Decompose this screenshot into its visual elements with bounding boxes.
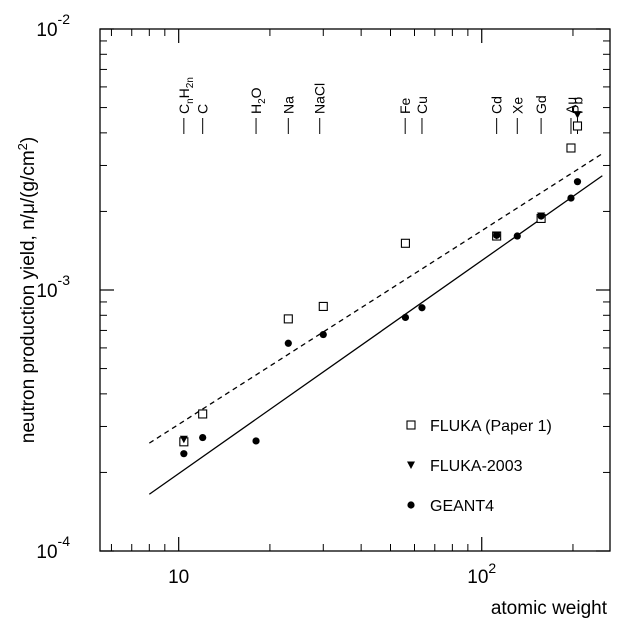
y-tick-base: 10 — [36, 542, 57, 563]
filled-circle-point — [537, 212, 545, 220]
material-name-main: Cu — [414, 96, 430, 114]
material-label-nacl: NaCl — [312, 83, 328, 134]
material-label-cd: Cd — [489, 96, 505, 134]
material-name-mid: H — [176, 88, 192, 98]
material-name-main: Xe — [509, 97, 525, 114]
y-axis-title-exp: 2 — [15, 143, 30, 150]
material-name-main: Pb — [569, 97, 585, 114]
material-label-gd: Gd — [533, 95, 549, 134]
material-label-au: Au — [563, 97, 579, 134]
material-label-xe: Xe — [509, 97, 525, 134]
legend-label: GEANT4 — [430, 498, 494, 515]
series-filled-circle — [180, 178, 582, 458]
material-name: Xe — [509, 97, 525, 114]
material-name-main: Cd — [489, 96, 505, 114]
material-label-na: Na — [280, 96, 296, 134]
filled-circle-point — [513, 232, 521, 240]
y-tick-base: 10 — [36, 281, 57, 302]
material-name-main: Au — [563, 97, 579, 114]
material-name-main: Fe — [397, 97, 413, 114]
material-name: NaCl — [312, 83, 328, 114]
material-name: Cu — [414, 96, 430, 114]
filled-circle-point — [252, 437, 260, 445]
material-name-main: C — [176, 104, 192, 114]
material-name-sub: 2 — [257, 98, 268, 104]
series-filled-triangle-down — [179, 111, 582, 444]
material-name: H2O — [248, 87, 268, 114]
x-axis-title: atomic weight — [491, 598, 608, 619]
material-name-main: Gd — [533, 95, 549, 114]
legend-label: FLUKA-2003 — [430, 458, 523, 475]
legend: FLUKA (Paper 1) FLUKA-2003 GEANT4 — [406, 418, 552, 515]
y-tick-base: 10 — [36, 20, 57, 41]
y-axis-title-main: neutron production yield, n/μ/(g/cm — [18, 150, 39, 443]
filled-triangle-down-point — [573, 111, 582, 119]
legend-label: FLUKA (Paper 1) — [430, 418, 552, 435]
dashed-fit-line — [148, 153, 603, 444]
series-open-square — [179, 121, 583, 447]
y-tick-exp: -2 — [58, 11, 71, 27]
material-label-cu: Cu — [414, 96, 430, 134]
material-label-h: H2O — [248, 87, 268, 134]
legend-marker-filled-triangle-down — [407, 461, 415, 469]
material-name: C — [195, 104, 211, 114]
filled-circle-point — [573, 178, 582, 186]
material-name-sub: n — [185, 98, 196, 104]
x-tick-exp: 2 — [488, 560, 496, 576]
filled-circle-point — [567, 194, 575, 202]
x-tick-label: 10 — [168, 567, 189, 588]
filled-circle-point — [319, 330, 327, 339]
material-name: CnH2n — [176, 77, 196, 114]
open-square-point — [318, 301, 328, 311]
material-name-main: NaCl — [312, 83, 328, 114]
material-name: Fe — [397, 97, 413, 114]
x-tick-base: 10 — [467, 567, 488, 588]
filled-circle-point — [401, 313, 410, 322]
material-name-mid: O — [248, 87, 264, 98]
open-square-point — [400, 238, 410, 248]
material-name-sub2: 2n — [185, 77, 196, 88]
filled-circle-point — [493, 231, 501, 239]
fit-lines — [148, 153, 603, 495]
legend-marker-open-square — [406, 420, 416, 430]
material-name-main: H — [248, 104, 264, 114]
material-name: Gd — [533, 95, 549, 114]
material-name: Au — [563, 97, 579, 114]
y-axis-title: neutron production yield, n/μ/(g/cm2) — [15, 137, 39, 444]
material-label-fe: Fe — [397, 97, 413, 134]
material-name: Na — [280, 96, 296, 114]
open-square-point — [283, 314, 293, 324]
y-tick-label: 10-4 — [36, 533, 70, 563]
filled-circle-point — [199, 433, 207, 442]
x-tick-base: 10 — [168, 567, 189, 588]
y-tick-exp: -3 — [58, 272, 71, 288]
solid-fit-line — [148, 175, 603, 495]
material-label-c: C — [195, 104, 211, 134]
material-name: Pb — [569, 97, 585, 114]
y-tick-label: 10-2 — [36, 11, 70, 41]
material-name-main: C — [195, 104, 211, 114]
filled-circle-point — [418, 304, 426, 312]
y-tick-label: 10-3 — [36, 272, 70, 302]
open-square-point — [566, 143, 576, 153]
material-name: Cd — [489, 96, 505, 114]
y-tick-exp: -4 — [58, 533, 71, 549]
y-axis-title-close: ) — [18, 137, 39, 143]
open-square-point — [572, 121, 583, 131]
material-name-main: Na — [280, 96, 296, 114]
open-square-point — [198, 409, 208, 419]
x-tick-label: 102 — [467, 560, 496, 588]
material-label-c: CnH2n — [176, 77, 196, 134]
filled-circle-point — [284, 339, 292, 347]
filled-circle-point — [180, 450, 188, 458]
data-points — [179, 111, 583, 458]
filled-triangle-down-point — [179, 435, 188, 444]
legend-marker-filled-circle — [407, 501, 415, 509]
